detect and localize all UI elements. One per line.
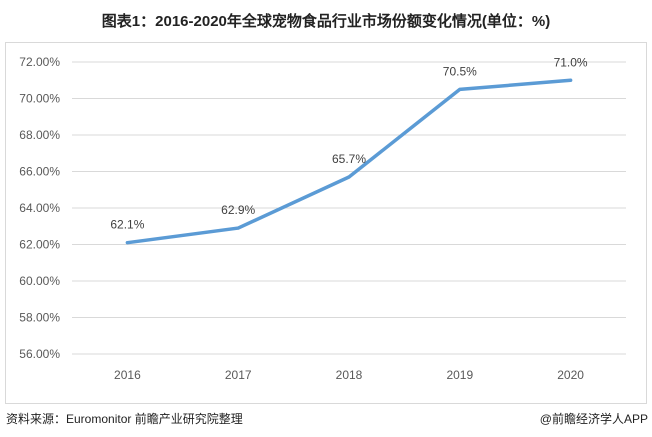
y-tick-label: 66.00% [19, 165, 60, 179]
data-point [125, 241, 129, 245]
data-label: 65.7% [332, 152, 366, 166]
y-tick-label: 72.00% [19, 55, 60, 69]
data-label: 62.9% [221, 203, 255, 217]
x-tick-label: 2017 [225, 368, 252, 382]
x-tick-label: 2019 [446, 368, 473, 382]
chart-title: 图表1：2016-2020年全球宠物食品行业市场份额变化情况(单位：%) [101, 13, 551, 30]
y-tick-label: 60.00% [19, 274, 60, 288]
y-tick-label: 58.00% [19, 311, 60, 325]
y-tick-label: 62.00% [19, 238, 60, 252]
data-label: 70.5% [443, 64, 477, 78]
x-tick-label: 2016 [114, 368, 141, 382]
chart-frame [5, 42, 647, 404]
y-tick-label: 68.00% [19, 128, 60, 142]
data-label: 62.1% [110, 218, 144, 232]
y-tick-label: 64.00% [19, 201, 60, 215]
y-tick-label: 56.00% [19, 347, 60, 361]
x-tick-label: 2018 [336, 368, 363, 382]
data-label: 71.0% [554, 55, 588, 69]
data-point [236, 226, 240, 230]
brand-credit: @前瞻经济学人APP [539, 412, 648, 426]
data-point [569, 78, 573, 82]
source-note: 资料来源：Euromonitor 前瞻产业研究院整理 [6, 412, 243, 426]
y-tick-label: 70.00% [19, 92, 60, 106]
data-point [458, 87, 462, 91]
x-tick-label: 2020 [557, 368, 584, 382]
data-point [347, 175, 351, 179]
